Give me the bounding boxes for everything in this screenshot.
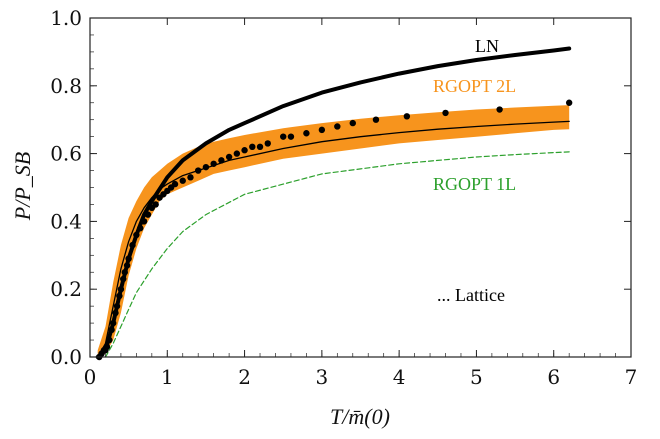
data-point-lattice — [106, 336, 113, 344]
x-tick-label: 6 — [547, 365, 560, 389]
data-point-lattice — [152, 201, 159, 208]
x-tick-label: 7 — [625, 365, 638, 389]
y-tick-label: 1.0 — [50, 6, 82, 30]
x-tick-label: 3 — [315, 365, 328, 389]
data-point-lattice — [117, 286, 125, 293]
data-point-lattice — [103, 343, 111, 351]
data-point-lattice — [225, 153, 233, 161]
x-tick-label: 5 — [470, 365, 483, 389]
data-point-lattice — [303, 130, 310, 137]
data-point-lattice — [233, 150, 241, 157]
data-point-lattice — [137, 224, 144, 232]
x-tick-label: 4 — [393, 365, 406, 389]
data-point-lattice — [144, 211, 152, 218]
data-point-lattice — [113, 302, 121, 310]
data-point-lattice — [179, 177, 186, 184]
data-point-lattice — [133, 231, 140, 239]
x-tick-label: 1 — [161, 365, 174, 389]
data-point-lattice — [496, 106, 503, 113]
y-tick-label: 0.8 — [50, 74, 82, 98]
data-point-lattice — [195, 167, 202, 174]
annotation-ln: LN — [475, 36, 499, 56]
data-point-lattice — [125, 255, 132, 262]
data-point-lattice — [120, 275, 127, 283]
annotation-lattice: ... Lattice — [437, 285, 505, 305]
data-point-lattice — [249, 143, 256, 151]
y-tick-label: 0.0 — [50, 345, 82, 369]
y-tick-label: 0.6 — [50, 142, 82, 166]
y-tick-label: 0.4 — [50, 209, 82, 233]
data-point-lattice — [218, 157, 225, 164]
data-point-lattice — [241, 147, 248, 154]
data-point-lattice — [202, 163, 210, 171]
data-point-lattice — [187, 174, 194, 181]
series-line-rgopt-1l — [104, 151, 570, 358]
y-tick-label: 0.2 — [50, 277, 82, 301]
data-point-lattice — [318, 126, 326, 134]
data-point-lattice — [140, 218, 148, 225]
annotation-rgopt-1l: RGOPT 1L — [433, 174, 516, 194]
data-point-lattice — [171, 180, 179, 188]
data-point-lattice — [129, 241, 136, 249]
data-point-lattice — [109, 319, 117, 327]
data-point-lattice — [108, 326, 115, 334]
data-point-lattice — [334, 123, 341, 130]
data-point-lattice — [112, 309, 119, 317]
data-point-lattice — [121, 269, 128, 276]
data-point-lattice — [264, 140, 271, 147]
data-point-lattice — [565, 99, 573, 106]
series-line-rgopt-2l — [97, 120, 570, 358]
data-point-lattice — [280, 133, 287, 140]
y-axis-label: P/P_SB — [10, 152, 35, 221]
data-point-lattice — [123, 262, 131, 269]
uncertainty-band-rgopt-2l — [97, 105, 570, 357]
data-point-lattice — [372, 116, 380, 123]
x-tick-label: 2 — [238, 365, 251, 389]
data-point-lattice — [403, 113, 411, 120]
data-point-lattice — [349, 119, 356, 127]
data-point-lattice — [287, 133, 295, 140]
annotation-rgopt-2l: RGOPT 2L — [433, 76, 516, 96]
data-point-lattice — [442, 109, 449, 117]
data-point-lattice — [256, 143, 264, 151]
data-point-lattice — [116, 292, 123, 300]
data-point-lattice — [210, 160, 217, 167]
x-tick-label: 0 — [84, 365, 97, 389]
x-axis-label: T/m̄(0) — [330, 404, 390, 429]
